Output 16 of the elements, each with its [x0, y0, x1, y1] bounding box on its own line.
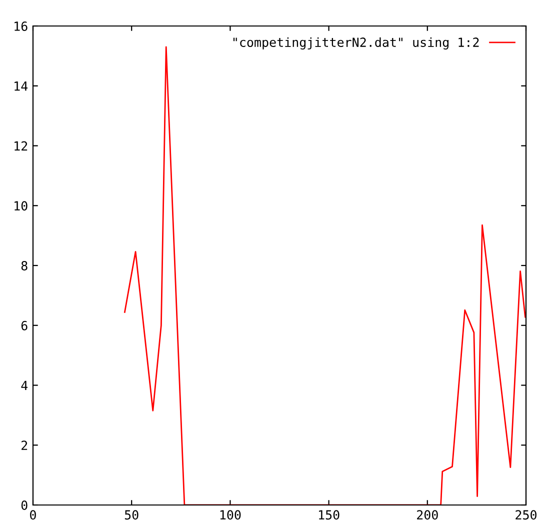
y-tick-label: 10: [14, 201, 28, 211]
x-tick-label: 250: [516, 510, 536, 520]
x-tick-label: 200: [417, 510, 438, 520]
y-tick-label: 8: [21, 261, 28, 270]
x-tick-label: 100: [220, 510, 241, 520]
y-tick-label: 6: [21, 320, 28, 330]
y-tick-label: 2: [22, 440, 28, 450]
y-tick-label: 14: [14, 82, 28, 91]
y-tick-label: 0: [21, 500, 28, 510]
x-tick-label: 0: [30, 510, 36, 520]
y-tick-label: 12: [14, 141, 28, 151]
x-tick-label: 150: [319, 510, 340, 520]
y-tick-label: 16: [14, 22, 28, 31]
y-tick-label: 4: [21, 380, 28, 390]
legend-label: "competingjitterN2.dat" using 1:2: [233, 37, 479, 50]
x-tick-label: 50: [124, 510, 138, 520]
